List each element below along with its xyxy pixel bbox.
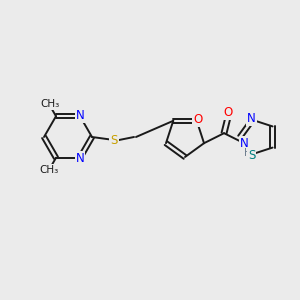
Text: O: O: [193, 113, 203, 126]
Text: CH₃: CH₃: [40, 99, 59, 109]
Text: N: N: [76, 109, 84, 122]
Text: O: O: [224, 106, 232, 119]
Text: S: S: [248, 148, 255, 162]
Text: N: N: [240, 137, 248, 150]
Text: N: N: [76, 152, 84, 165]
Text: S: S: [110, 134, 118, 146]
Text: CH₃: CH₃: [40, 165, 59, 175]
Text: H: H: [244, 148, 252, 158]
Text: N: N: [247, 112, 256, 125]
